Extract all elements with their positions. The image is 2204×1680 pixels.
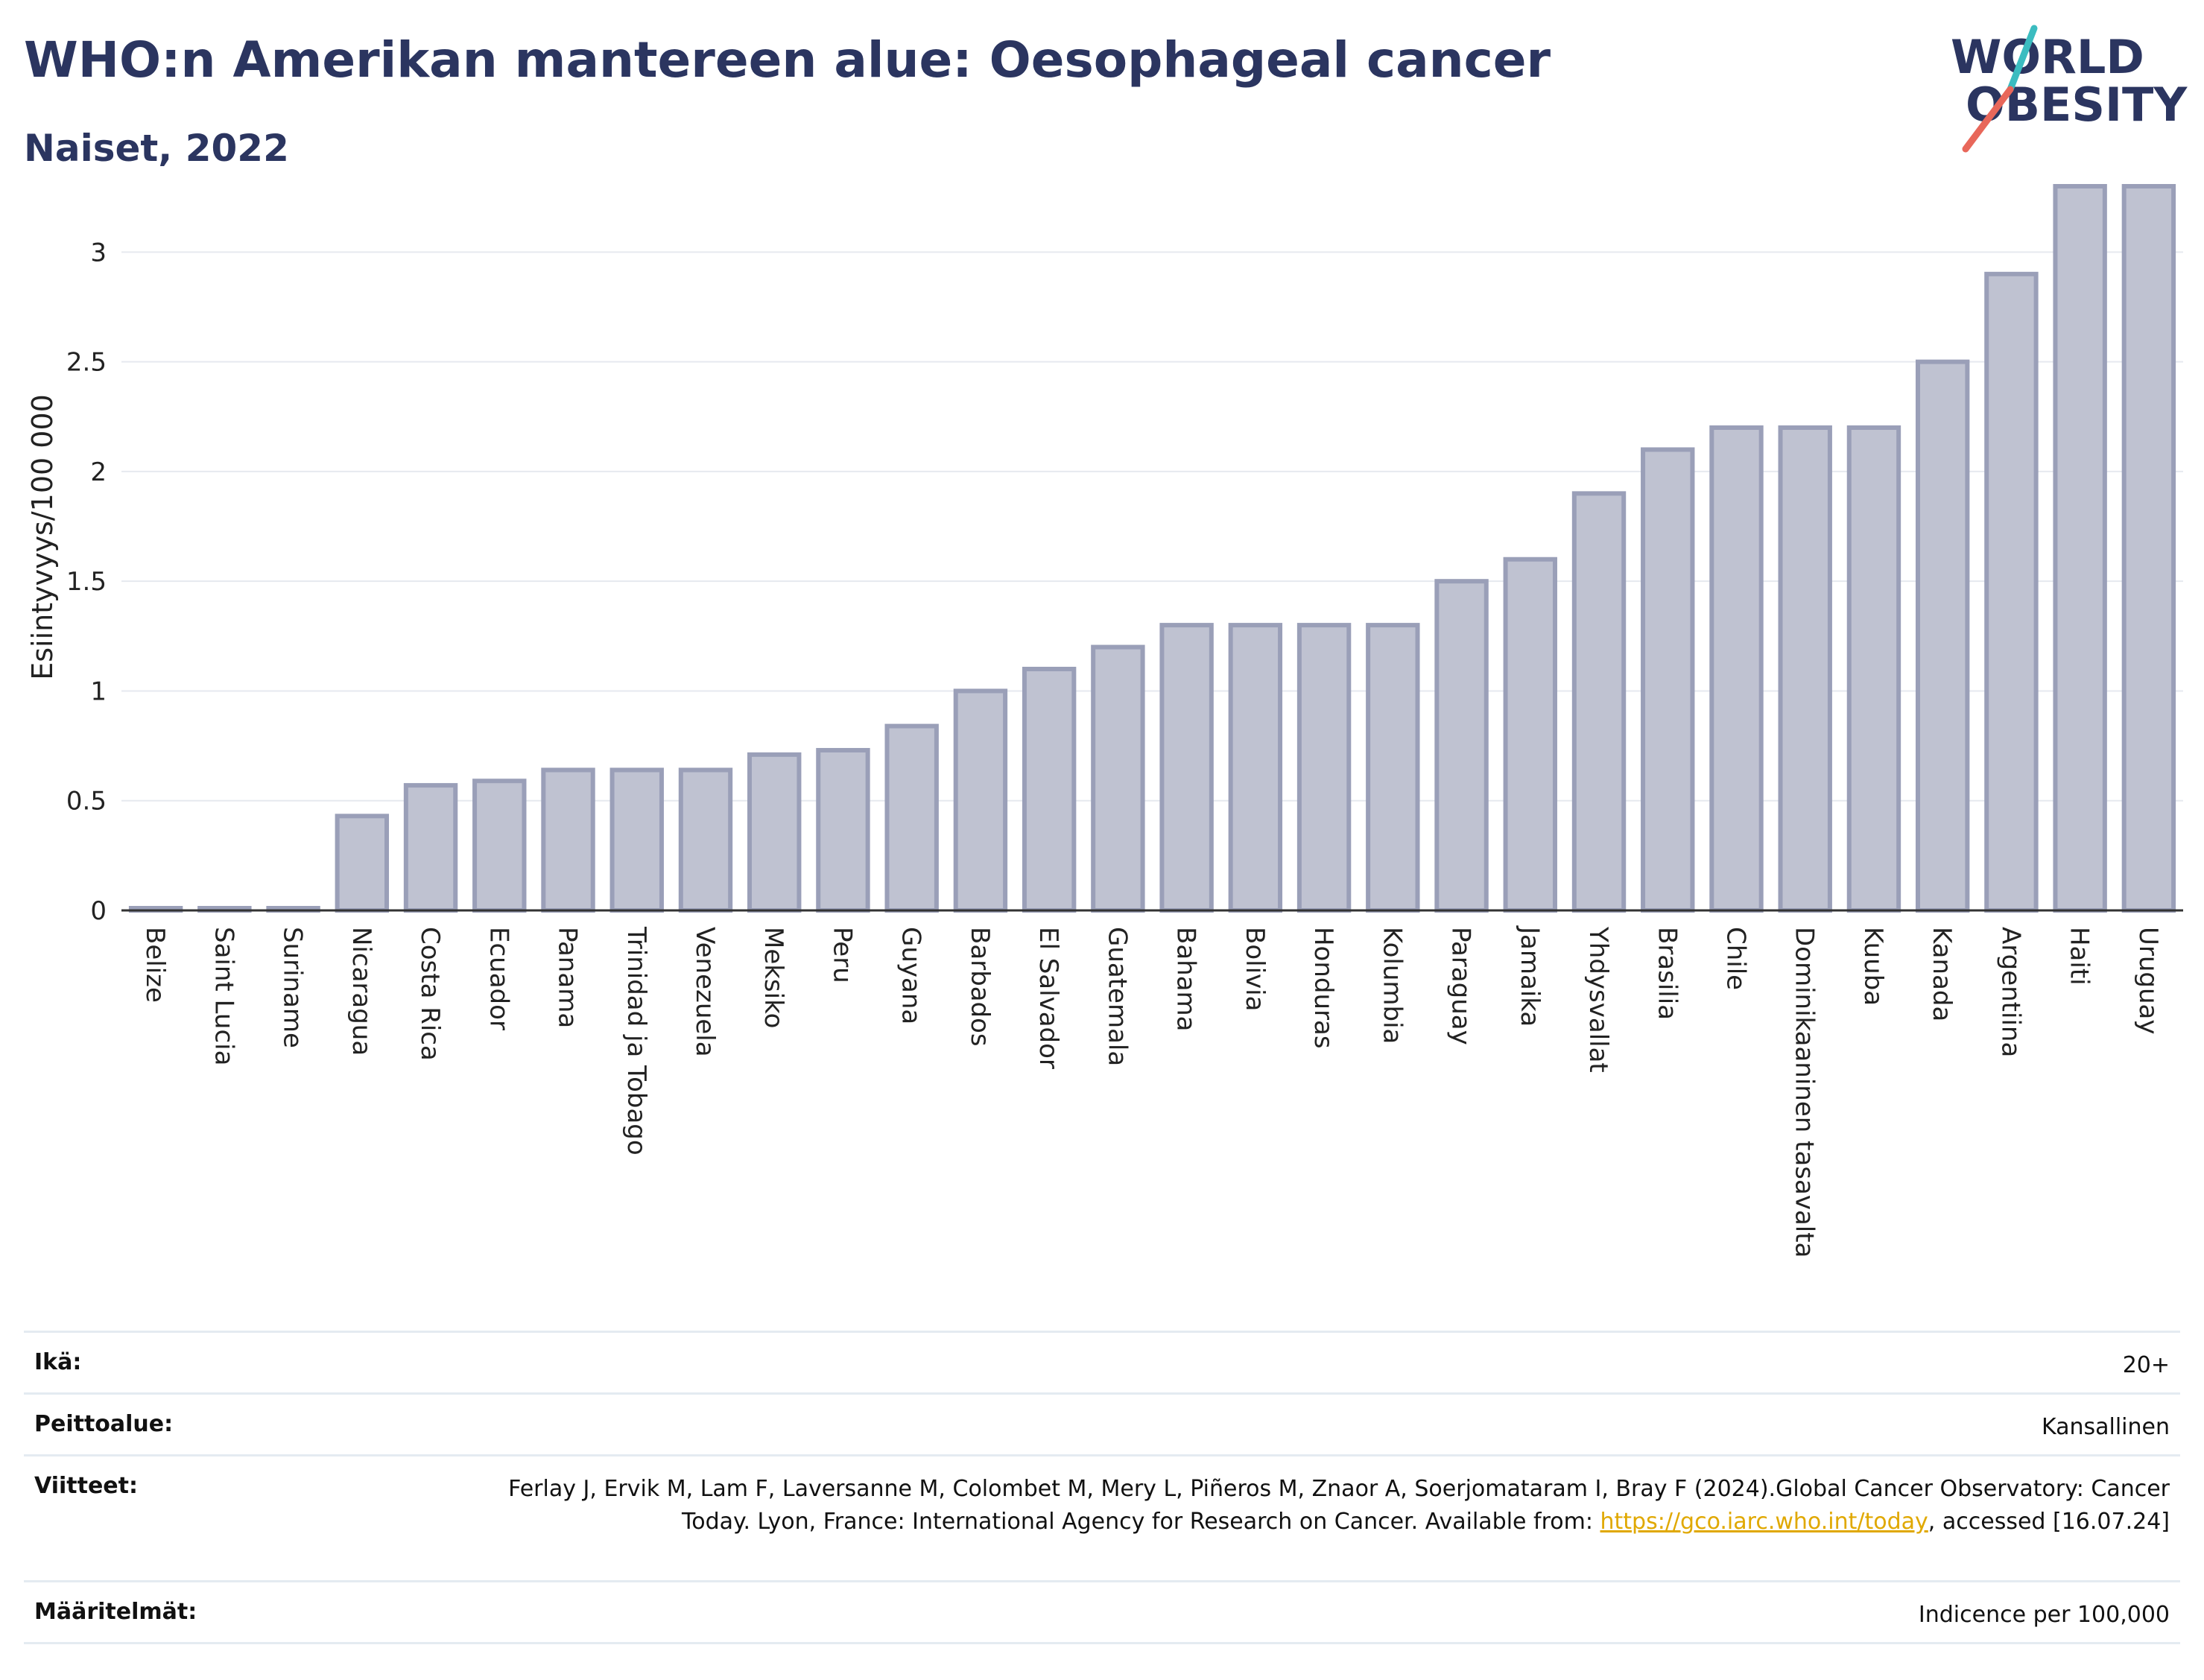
x-tick-label: Dominikaaninen tasavalta: [1790, 927, 1820, 1258]
y-tick-label: 1.5: [66, 567, 107, 597]
bar: [2121, 184, 2176, 913]
x-tick-label: Nicaragua: [346, 927, 376, 1056]
x-tick-label: Jamaika: [1515, 925, 1545, 1027]
y-tick-label: 3: [90, 238, 107, 267]
x-tick-label: Brasilia: [1652, 927, 1682, 1020]
bar: [609, 767, 664, 913]
bar: [1641, 447, 1695, 913]
bar: [747, 752, 802, 913]
x-tick-label: Kuuba: [1858, 927, 1888, 1006]
meta-value: 20+: [2122, 1352, 2170, 1378]
world-obesity-logo: WORLD OBESITY: [1951, 25, 2188, 153]
bar: [335, 814, 390, 913]
y-tick-label: 2.5: [66, 348, 107, 378]
bar: [1709, 425, 1764, 913]
reference-link[interactable]: https://gco.iarc.who.int/today: [1600, 1509, 1928, 1535]
x-tick-label: Barbados: [965, 927, 995, 1047]
bar: [1434, 579, 1489, 913]
x-tick-label: Yhdysvallat: [1583, 926, 1613, 1073]
meta-value: Ferlay J, Ervik M, Lam F, Laversanne M, …: [456, 1473, 2170, 1538]
meta-label: Viitteet:: [34, 1473, 138, 1499]
x-tick-label: Guatemala: [1102, 927, 1132, 1066]
x-tick-label: Paraguay: [1446, 927, 1476, 1045]
bar: [1915, 359, 1970, 913]
logo-slash-teal: [2007, 25, 2038, 93]
chart-subtitle: Naiset, 2022: [24, 127, 289, 170]
x-tick-label: Costa Rica: [415, 927, 445, 1061]
bar: [541, 767, 595, 913]
reference-text: Ferlay J, Ervik M, Lam F, Laversanne M, …: [508, 1476, 2170, 1535]
x-tick-label: Saint Lucia: [209, 927, 238, 1065]
x-tick-label: Argentiina: [1995, 927, 2025, 1057]
y-tick-label: 1: [90, 676, 107, 706]
bar: [403, 783, 458, 913]
x-tick-label: Venezuela: [690, 927, 720, 1057]
logo-text-world: WORLD: [1951, 30, 2144, 84]
bar: [678, 767, 733, 913]
bar: [884, 723, 939, 913]
bar: [1366, 623, 1420, 913]
bar: [1846, 425, 1901, 913]
bar: [472, 779, 527, 913]
x-tick-label: Bolivia: [1240, 927, 1270, 1011]
meta-row-references: Viitteet: Ferlay J, Ervik M, Lam F, Lave…: [24, 1454, 2180, 1580]
meta-row-age: Ikä: 20+: [24, 1331, 2180, 1392]
y-tick-label: 0.5: [66, 787, 107, 817]
bar: [1571, 491, 1627, 913]
x-tick-label: Panama: [553, 927, 583, 1028]
bar: [1503, 557, 1557, 913]
grid-lines: [121, 251, 2183, 802]
x-tick-label: Guyana: [896, 927, 926, 1024]
reference-text-end: , accessed [16.07.24]: [1928, 1509, 2170, 1535]
bar: [2053, 184, 2107, 913]
bar: [1091, 644, 1145, 913]
bar-chart: 0 0.5 1 1.5 2 2.5 3 Belize Saint Lucia Suriname N…: [26, 184, 2183, 1258]
x-tick-label: Honduras: [1308, 927, 1338, 1049]
x-tick-label: Bahama: [1171, 927, 1201, 1032]
bar: [1778, 425, 1832, 913]
chart-title: WHO:n Amerikan mantereen alue: Oesophage…: [24, 31, 1551, 89]
x-tick-label: El Salvador: [1033, 927, 1063, 1069]
y-axis-ticks: 0 0.5 1 1.5 2 2.5 3: [66, 238, 107, 926]
x-tick-label: Haiti: [2065, 927, 2094, 986]
x-axis-labels: Belize Saint Lucia Suriname Nicaragua Costa …: [140, 925, 2163, 1258]
bar: [1296, 623, 1352, 913]
bar: [1984, 271, 2039, 913]
x-tick-label: Kanada: [1927, 927, 1957, 1021]
x-tick-label: Uruguay: [2133, 927, 2163, 1035]
meta-label: Peittoalue:: [34, 1411, 174, 1437]
meta-label: Määritelmät:: [34, 1599, 197, 1625]
x-tick-label: Peru: [827, 927, 857, 983]
bar: [1159, 623, 1214, 913]
bar: [1022, 667, 1077, 913]
x-tick-label: Trinidad ja Tobago: [621, 926, 651, 1156]
bars: [128, 184, 2176, 913]
meta-label: Ikä:: [34, 1349, 82, 1375]
x-tick-label: Meksiko: [759, 927, 788, 1028]
meta-value: Kansallinen: [2041, 1414, 2170, 1440]
x-tick-label: Kolumbia: [1377, 927, 1407, 1044]
x-tick-label: Ecuador: [484, 927, 513, 1030]
meta-row-definitions: Määritelmät: Indicence per 100,000: [24, 1580, 2180, 1644]
x-tick-label: Belize: [140, 927, 170, 1003]
x-tick-label: Chile: [1720, 927, 1750, 990]
y-tick-label: 0: [90, 896, 107, 926]
bar: [1228, 623, 1283, 913]
bar: [816, 747, 870, 913]
logo-slash-red: [1962, 86, 2014, 153]
meta-row-coverage: Peittoalue: Kansallinen: [24, 1392, 2180, 1454]
y-axis-title: Esiintyvyys/100 000: [26, 394, 59, 680]
x-tick-label: Suriname: [278, 927, 308, 1048]
bar: [953, 688, 1008, 913]
y-tick-label: 2: [90, 457, 107, 487]
meta-value: Indicence per 100,000: [1918, 1602, 2170, 1628]
